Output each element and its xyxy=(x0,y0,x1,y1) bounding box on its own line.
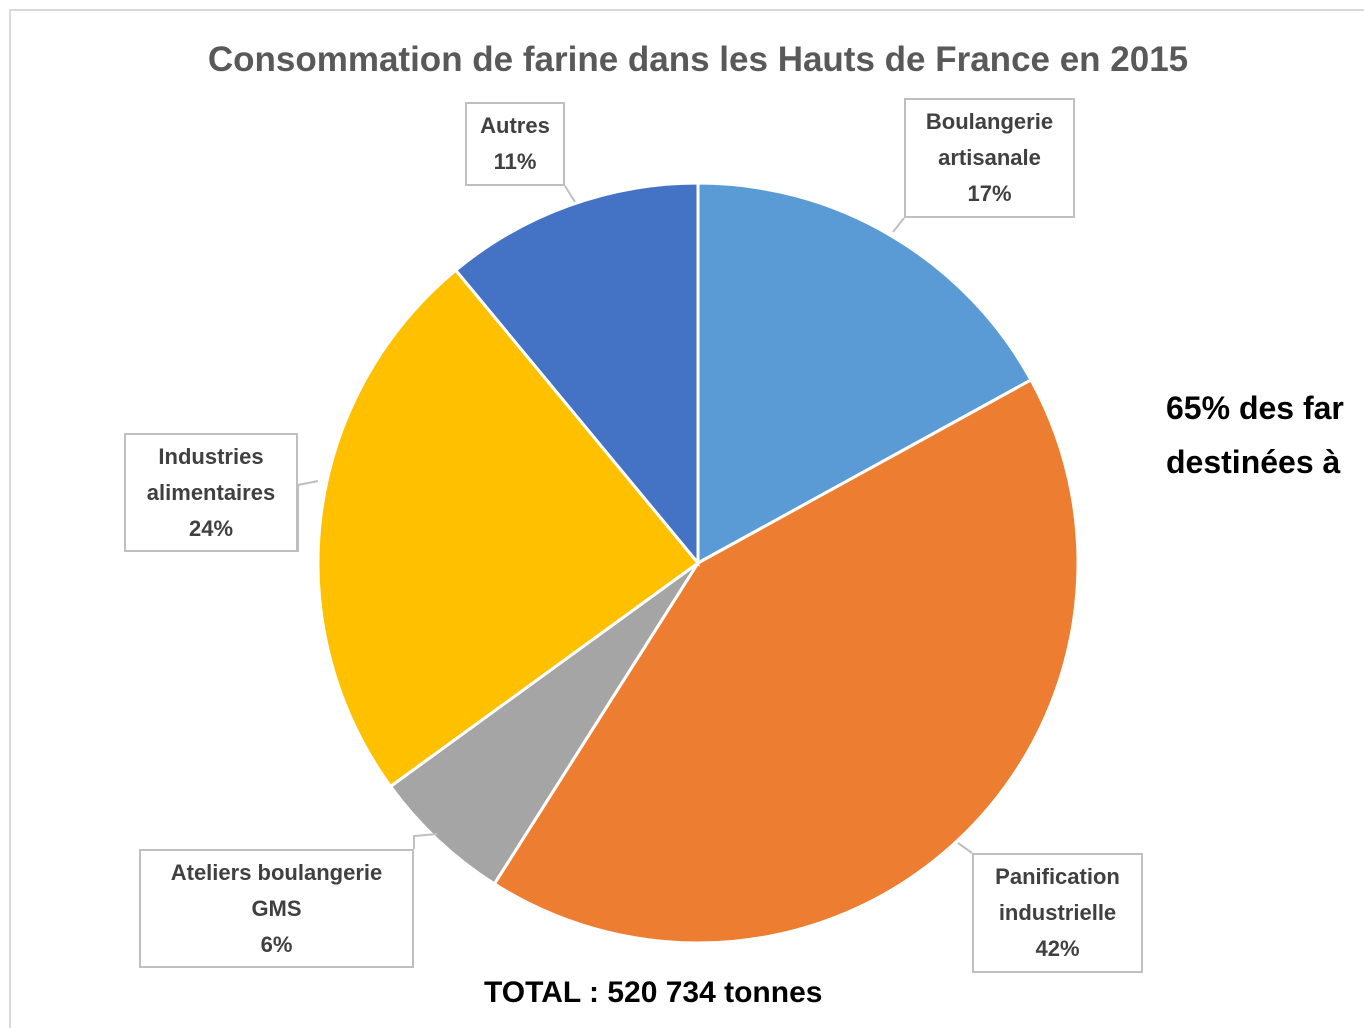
data-label: Panification industrielle 42% xyxy=(972,853,1143,973)
leader-lines xyxy=(297,185,973,854)
category-label: Industries alimentaires xyxy=(146,443,276,505)
value-label: 24% xyxy=(188,515,234,541)
value-label: 6% xyxy=(260,931,293,957)
category-label: Ateliers boulangerie GMS xyxy=(170,859,383,921)
leader-line xyxy=(297,480,319,552)
pie-slice xyxy=(316,268,701,789)
value-label: 42% xyxy=(1035,936,1080,961)
total-annotation: TOTAL : 520 734 tonnes xyxy=(484,976,823,1009)
pie-slice xyxy=(492,377,1080,945)
value-label: 17% xyxy=(967,181,1012,206)
side-annotation: destinées à xyxy=(1166,444,1341,480)
leader-line xyxy=(892,217,905,233)
pie-slice xyxy=(453,181,700,568)
leader-line xyxy=(564,185,576,203)
data-label: Boulangerie artisanale 17% xyxy=(904,98,1075,218)
category-label: Autres xyxy=(480,113,550,138)
leader-line xyxy=(957,842,973,854)
pie xyxy=(316,181,1080,945)
leader-line xyxy=(413,833,438,849)
side-annotation: 65% des far xyxy=(1166,390,1344,426)
pie-slice xyxy=(696,181,1034,566)
category-label: Panification industrielle xyxy=(995,864,1120,925)
chart-title: Consommation de farine dans les Hauts de… xyxy=(207,40,1189,79)
category-label: Boulangerie artisanale xyxy=(925,109,1054,170)
pie-slice xyxy=(388,561,700,886)
data-label: Ateliers boulangerie GMS 6% xyxy=(139,849,414,968)
data-label: Autres 11% xyxy=(465,102,565,186)
value-label: 11% xyxy=(493,149,537,174)
data-label: Industries alimentaires 24% xyxy=(124,433,298,552)
chart-frame xyxy=(9,9,1364,1028)
